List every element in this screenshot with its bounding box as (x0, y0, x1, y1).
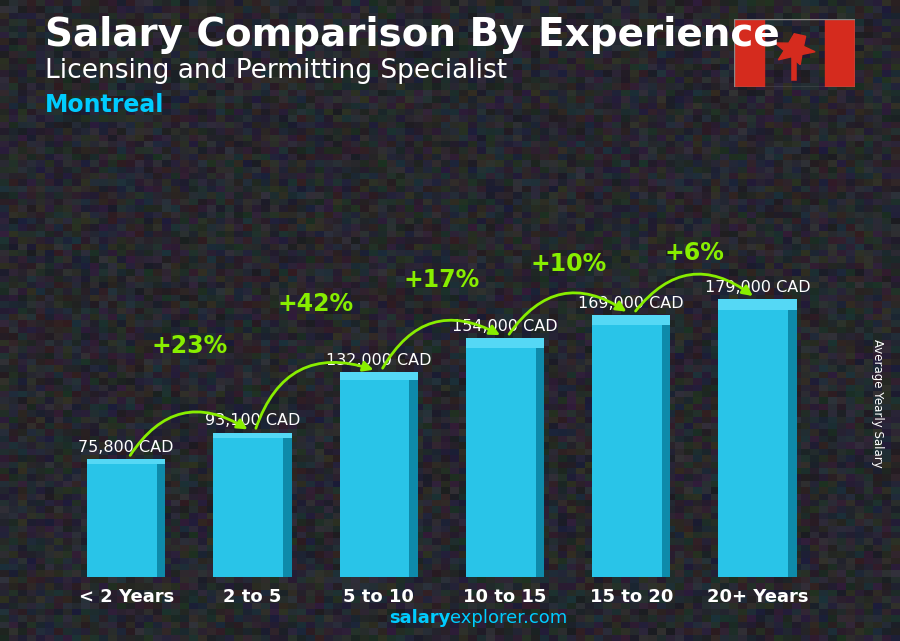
Bar (339, 372, 418, 577)
Polygon shape (775, 34, 815, 65)
Text: 75,800 CAD: 75,800 CAD (78, 440, 174, 455)
Bar (213, 433, 292, 577)
Bar (718, 299, 796, 310)
Text: Montreal: Montreal (45, 93, 165, 117)
Text: +23%: +23% (151, 334, 228, 358)
Bar (410, 372, 418, 577)
Text: +42%: +42% (277, 292, 354, 316)
Bar (788, 299, 796, 577)
Bar (213, 433, 292, 438)
Text: salary: salary (389, 609, 450, 627)
Bar (466, 338, 544, 577)
Bar (536, 338, 544, 577)
Bar (718, 299, 796, 577)
Bar (339, 372, 418, 381)
Bar (157, 460, 166, 577)
Bar (87, 460, 166, 577)
Bar (466, 338, 544, 347)
Text: 132,000 CAD: 132,000 CAD (326, 353, 431, 368)
Text: Licensing and Permitting Specialist: Licensing and Permitting Specialist (45, 58, 507, 84)
Bar (592, 315, 670, 577)
Bar (662, 315, 670, 577)
Text: +10%: +10% (530, 252, 607, 276)
Text: +17%: +17% (404, 268, 480, 292)
Text: 169,000 CAD: 169,000 CAD (579, 296, 684, 310)
Text: Salary Comparison By Experience: Salary Comparison By Experience (45, 16, 779, 54)
Bar (734, 19, 764, 87)
Bar (283, 433, 292, 577)
Text: explorer.com: explorer.com (450, 609, 567, 627)
Bar (592, 315, 670, 326)
Text: 154,000 CAD: 154,000 CAD (452, 319, 558, 334)
Text: +6%: +6% (664, 241, 725, 265)
Bar (824, 19, 855, 87)
Bar (87, 460, 166, 464)
Text: 93,100 CAD: 93,100 CAD (204, 413, 300, 428)
Text: Average Yearly Salary: Average Yearly Salary (871, 340, 884, 468)
Text: 179,000 CAD: 179,000 CAD (705, 280, 810, 295)
